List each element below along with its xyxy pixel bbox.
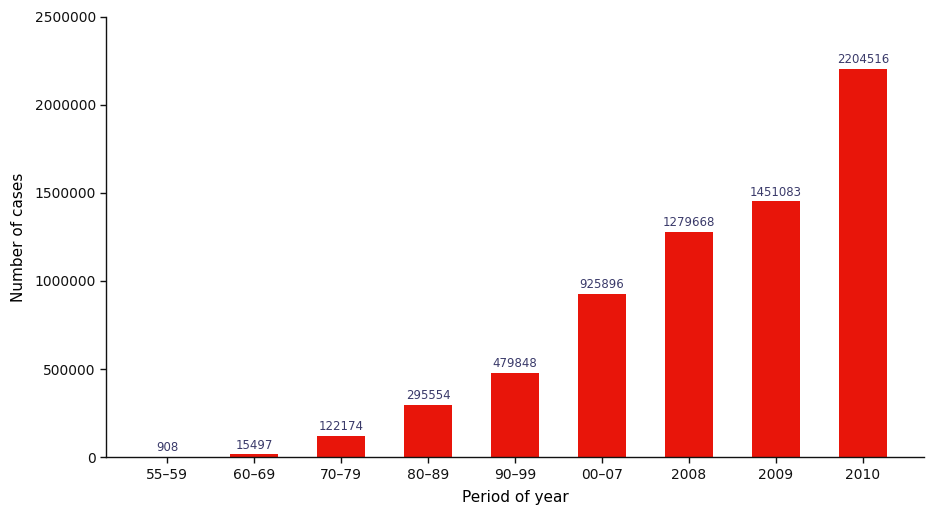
Text: 15497: 15497 xyxy=(236,439,273,452)
Text: 122174: 122174 xyxy=(319,420,364,433)
Text: 908: 908 xyxy=(156,441,179,454)
Bar xyxy=(839,69,886,457)
Bar xyxy=(491,373,539,457)
Bar xyxy=(665,232,712,457)
Bar xyxy=(404,405,452,457)
Text: 925896: 925896 xyxy=(580,278,625,292)
Y-axis label: Number of cases: Number of cases xyxy=(11,172,26,301)
X-axis label: Period of year: Period of year xyxy=(462,490,568,505)
Bar xyxy=(230,455,278,457)
Text: 1279668: 1279668 xyxy=(663,216,715,229)
Text: 479848: 479848 xyxy=(493,357,538,370)
Bar xyxy=(752,201,799,457)
Text: 2204516: 2204516 xyxy=(837,53,889,66)
Bar xyxy=(578,294,626,457)
Bar xyxy=(317,436,365,457)
Text: 1451083: 1451083 xyxy=(750,186,802,199)
Text: 295554: 295554 xyxy=(406,390,451,402)
